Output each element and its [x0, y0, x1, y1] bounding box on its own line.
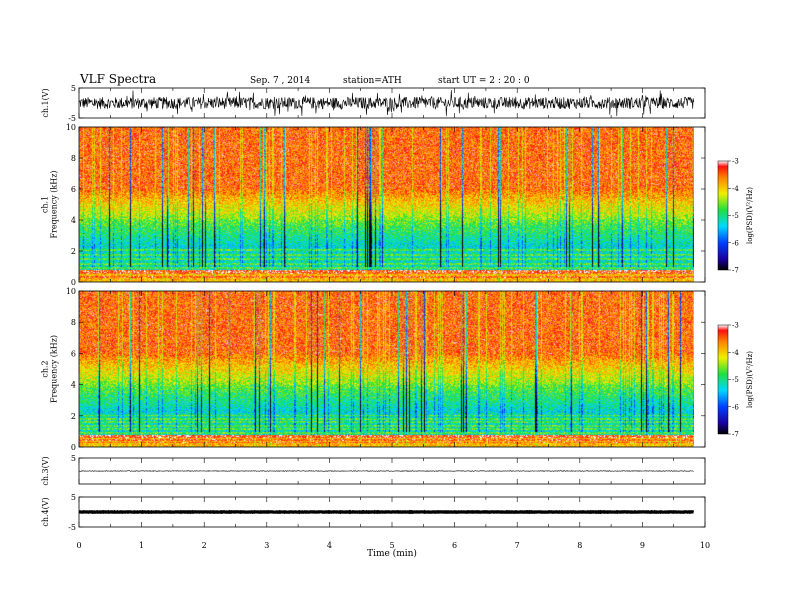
- x-tick-label: 4: [327, 541, 332, 550]
- ch1-waveform-trace: [78, 90, 694, 117]
- ch2-spectrogram-ylabel-line: ch.2: [41, 360, 50, 377]
- x-tick-label: 10: [700, 541, 710, 550]
- ch1-spectrogram-ytick-label: 0: [71, 278, 76, 287]
- ch1-spectrogram-colorbar-tick-label: -3: [732, 158, 739, 166]
- x-tick-label: 0: [76, 541, 81, 550]
- ch2-spectrogram-ytick-label: 8: [71, 318, 76, 327]
- ch2-spectrogram-colorbar: [717, 324, 729, 435]
- ch2-spectrogram-raster: [79, 291, 694, 447]
- ch2-spectrogram-colorbar-label-text: log(PSD)(V²/Hz): [746, 351, 754, 408]
- ch1-spectrogram-colorbar-tick-label: -7: [732, 267, 739, 275]
- ch4-waveform-ylabel: ch.4(V): [41, 497, 50, 526]
- ch2-spectrogram-ytick-label: 2: [71, 412, 76, 421]
- ch2-spectrogram-ytick-label: 10: [66, 287, 76, 296]
- ch3-waveform-ylabel: ch.3(V): [41, 456, 50, 485]
- ch2-spectrogram-ytick-label: 4: [71, 381, 76, 390]
- ch1-spectrogram-colorbar-label: log(PSD)(V²/Hz): [746, 187, 754, 244]
- ch2-spectrogram-colorbar-tick-label: -4: [732, 349, 739, 357]
- ch1-spectrogram-ytick-label: 2: [71, 247, 76, 256]
- ch1-waveform-ytick-label: 5: [71, 84, 76, 93]
- x-tick-label: 1: [139, 541, 144, 550]
- ch1-spectrogram-colorbar: [717, 160, 729, 271]
- ch1-spectrogram-ylabel: ch.1 Frequency (kHz): [41, 170, 59, 238]
- x-tick-label: 9: [640, 541, 645, 550]
- ch1-waveform-ylabel-line: ch.1(V): [41, 88, 50, 117]
- ch2-spectrogram-ylabel-line: Frequency (kHz): [50, 335, 59, 403]
- ch2-spectrogram-colorbar-tick-label: -6: [732, 403, 739, 411]
- ch2-spectrogram-colorbar-tick-label: -3: [732, 322, 739, 330]
- ch1-waveform-ylabel: ch.1(V): [41, 88, 50, 117]
- ch2-spectrogram-ylabel: ch.2 Frequency (kHz): [41, 335, 59, 403]
- station-label: station=ATH: [343, 76, 402, 86]
- ch1-spectrogram-ytick-label: 6: [71, 185, 76, 194]
- ch3-waveform-ytick-label: 5: [71, 454, 76, 463]
- ch1-spectrogram-colorbar-label-text: log(PSD)(V²/Hz): [746, 187, 754, 244]
- date-label: Sep. 7 , 2014: [250, 76, 310, 86]
- ch1-spectrogram-raster: [79, 127, 694, 282]
- x-tick-label: 2: [202, 541, 207, 550]
- ch1-spectrogram-colorbar-tick-label: -6: [732, 239, 739, 247]
- x-axis-label: Time (min): [367, 548, 417, 559]
- ch1-spectrogram-ylabel-line: ch.1: [41, 196, 50, 213]
- x-tick-label: 5: [389, 541, 394, 550]
- figure-title: VLF Spectra: [79, 72, 156, 86]
- x-tick-label: 8: [577, 541, 582, 550]
- x-tick-label: 3: [264, 541, 269, 550]
- ch2-spectrogram-colorbar-tick-label: -5: [732, 376, 739, 384]
- ch1-spectrogram-ytick-label: 10: [66, 123, 76, 132]
- ch3-waveform-ylabel-line: ch.3(V): [41, 456, 50, 485]
- ch1-spectrogram-ylabel-line: Frequency (kHz): [50, 170, 59, 238]
- ch2-spectrogram-ytick-label: 6: [71, 349, 76, 358]
- ch1-spectrogram-ytick-label: 8: [71, 154, 76, 163]
- ch3-waveform-trace: [78, 470, 694, 472]
- ch4-waveform-ytick-label: -5: [68, 523, 76, 532]
- ch4-waveform-ylabel-line: ch.4(V): [41, 497, 50, 526]
- ch1-spectrogram-ytick-label: 4: [71, 216, 76, 225]
- ch1-spectrogram-colorbar-tick-label: -4: [732, 185, 739, 193]
- ch2-spectrogram-ytick-label: 0: [71, 443, 76, 452]
- ch2-spectrogram-colorbar-label: log(PSD)(V²/Hz): [746, 351, 754, 408]
- start-time-label: start UT = 2 : 20 : 0: [438, 76, 530, 86]
- ch4-waveform-ytick-label: 5: [71, 493, 76, 502]
- x-tick-label: 6: [452, 541, 457, 550]
- ch1-waveform-ytick-label: -5: [68, 114, 76, 123]
- x-tick-label: 7: [515, 541, 520, 550]
- ch1-spectrogram-colorbar-tick-label: -5: [732, 212, 739, 220]
- ch2-spectrogram-colorbar-tick-label: -7: [732, 431, 739, 439]
- x-axis: 0 1 2 3 4 5 6 7 8 9 10: [76, 541, 710, 550]
